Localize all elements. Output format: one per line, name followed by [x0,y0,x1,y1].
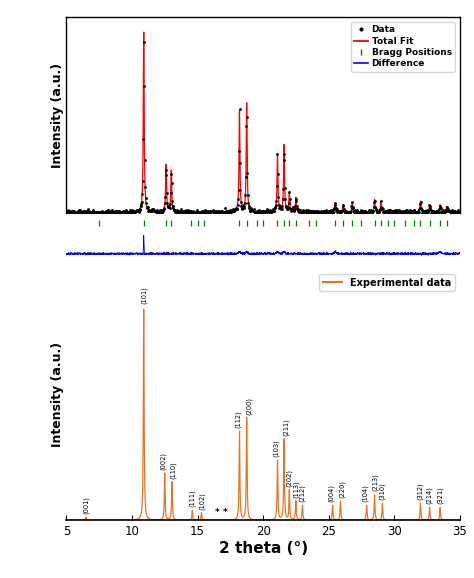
Y-axis label: Intensity (a.u.): Intensity (a.u.) [51,62,64,168]
Text: (310): (310) [379,482,386,500]
Text: (200): (200) [246,397,252,415]
Text: (103): (103) [273,440,280,457]
X-axis label: 2 theta (°): 2 theta (°) [219,541,308,556]
Text: (102): (102) [199,492,205,510]
Text: (001): (001) [83,496,89,514]
Y-axis label: Intensity (a.u.): Intensity (a.u.) [51,342,64,447]
Text: (321): (321) [437,487,443,504]
Text: (002): (002) [159,452,166,470]
Text: (202): (202) [286,469,292,487]
Text: (101): (101) [140,286,147,304]
Text: (213): (213) [372,474,378,491]
Text: (104): (104) [362,484,369,502]
Text: (312): (312) [417,482,424,500]
Text: (112): (112) [235,410,241,428]
Legend: Experimental data: Experimental data [319,273,455,291]
Text: *: * [223,508,228,517]
Text: *: * [215,508,219,517]
Text: (110): (110) [170,461,176,479]
Text: (004): (004) [328,484,335,502]
Text: (220): (220) [338,480,345,498]
Legend: Data, Total Fit, Bragg Positions, Difference: Data, Total Fit, Bragg Positions, Differ… [351,22,455,72]
Text: (113): (113) [292,480,299,498]
Text: (211): (211) [283,418,289,436]
Text: (111): (111) [189,490,195,507]
Text: (214): (214) [427,486,433,504]
Text: (212): (212) [299,484,306,502]
